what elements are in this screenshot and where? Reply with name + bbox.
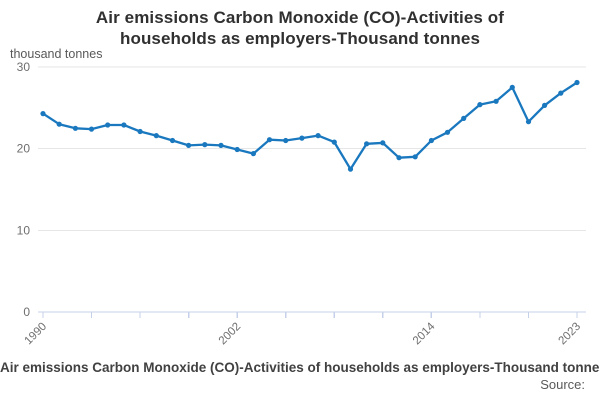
data-point — [412, 154, 418, 160]
x-tick-label-group: 2014 — [411, 320, 438, 347]
data-point — [40, 111, 46, 117]
data-point — [509, 84, 515, 90]
data-point — [347, 166, 354, 172]
y-tick-label: 10 — [17, 223, 31, 237]
data-point — [299, 135, 305, 141]
y-axis-unit-label: thousand tonnes — [10, 47, 103, 61]
x-tick-label: 2014 — [411, 320, 438, 347]
data-point — [315, 133, 321, 139]
chart-title: Air emissions Carbon Monoxide (CO)-Activ… — [0, 7, 600, 49]
chart-title-line2: households as employers-Thousand tonnes — [119, 29, 480, 48]
x-tick-label: 2023 — [557, 321, 584, 348]
data-point — [558, 90, 564, 96]
data-point — [169, 137, 176, 144]
data-point — [56, 121, 62, 127]
data-point — [283, 137, 289, 144]
y-tick-label: 30 — [17, 60, 31, 74]
chart-title-line1: Air emissions Carbon Monoxide (CO)-Activ… — [95, 8, 505, 27]
data-point — [250, 151, 256, 157]
data-point — [105, 122, 111, 128]
data-point — [202, 142, 208, 148]
data-point — [396, 155, 402, 161]
data-point — [266, 137, 273, 143]
data-point — [444, 129, 451, 135]
line-chart: 0 10 20 30 1990 2002 2014 2023 — [17, 60, 586, 348]
footer-caption-text: Air emissions Carbon Monoxide (CO)-Activ… — [0, 360, 600, 375]
data-point — [493, 98, 499, 104]
data-point — [380, 140, 386, 146]
data-line — [41, 81, 579, 171]
data-point — [364, 141, 370, 147]
data-point — [153, 133, 159, 139]
data-point — [542, 102, 548, 108]
data-point — [461, 115, 467, 121]
data-point — [121, 122, 127, 128]
data-point — [477, 102, 483, 108]
x-tick-label-group: 2023 — [557, 321, 584, 348]
x-tick-label: 1990 — [23, 321, 50, 348]
data-point — [72, 125, 78, 131]
y-tick-label: 0 — [23, 305, 30, 319]
data-point — [137, 128, 143, 135]
data-point — [574, 79, 580, 86]
data-point — [88, 126, 95, 132]
x-tick-label-group: 2002 — [217, 321, 244, 348]
data-point — [186, 142, 192, 148]
x-tick-label: 2002 — [217, 321, 244, 348]
source-label: Source: — [540, 377, 585, 392]
data-point — [218, 142, 224, 148]
data-point — [525, 119, 532, 125]
footer-caption: Air emissions Carbon Monoxide (CO)-Activ… — [0, 360, 600, 379]
x-tick-label-group: 1990 — [23, 321, 50, 348]
data-point — [234, 146, 240, 153]
y-tick-label: 20 — [17, 142, 31, 156]
data-point — [428, 137, 434, 144]
data-point — [331, 139, 337, 145]
